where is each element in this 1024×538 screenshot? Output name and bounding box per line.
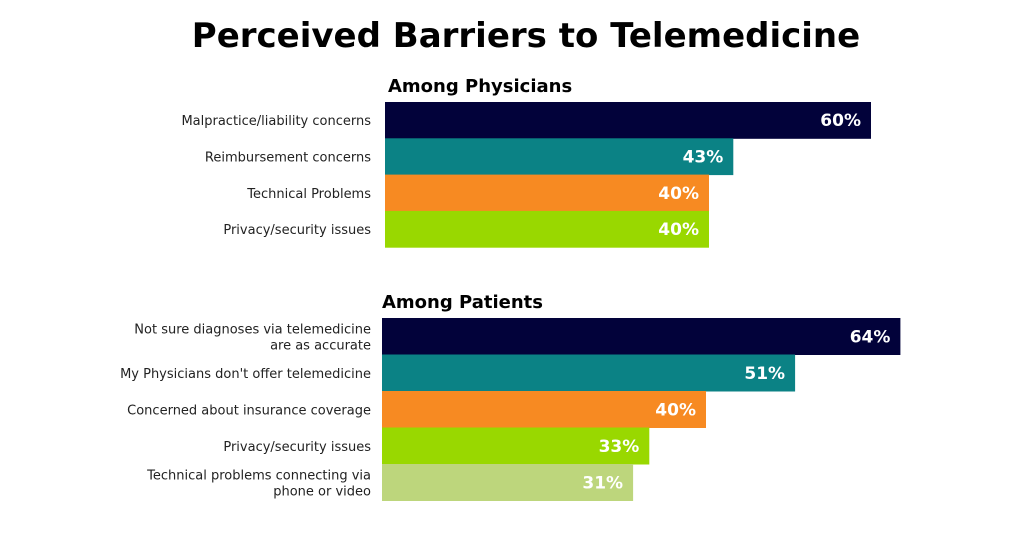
physicians-bars: 60% Malpractice/liability concerns 43% Reim… [181,102,871,248]
bar [382,391,706,428]
category-label: Concerned about insurance coverage [127,403,371,418]
physicians-subtitle: Among Physicians [388,76,572,97]
data-label: 64% [850,327,891,347]
chart-title: Perceived Barriers to Telemedicine [192,16,860,56]
data-label: 31% [582,473,623,493]
category-label: Malpractice/liability concerns [181,114,371,129]
bar [382,318,901,355]
bar [385,102,871,139]
data-label: 40% [655,400,696,420]
bar [385,210,709,248]
patients-subtitle: Among Patients [382,292,543,313]
bar [382,354,796,392]
category-label: phone or video [273,484,371,499]
category-label: Not sure diagnoses via telemedicine [134,322,371,337]
category-label: Privacy/security issues [223,223,371,238]
category-label: are as accurate [270,338,371,353]
category-label: Technical problems connecting via [146,468,371,483]
category-label: Technical Problems [246,187,371,202]
data-label: 60% [820,111,861,131]
data-label: 33% [599,437,640,457]
data-label: 43% [683,147,724,167]
data-label: 40% [658,220,699,240]
bar [382,427,650,465]
category-label: Reimbursement concerns [205,150,371,165]
data-label: 51% [744,364,785,384]
bar [382,464,634,501]
category-label: Privacy/security issues [223,440,371,455]
data-label: 40% [658,184,699,204]
bar [385,174,709,212]
patients-bars: 64% Not sure diagnoses via telemedicinear… [120,318,901,501]
bar [385,138,734,176]
category-label: My Physicians don't offer telemedicine [120,367,371,382]
